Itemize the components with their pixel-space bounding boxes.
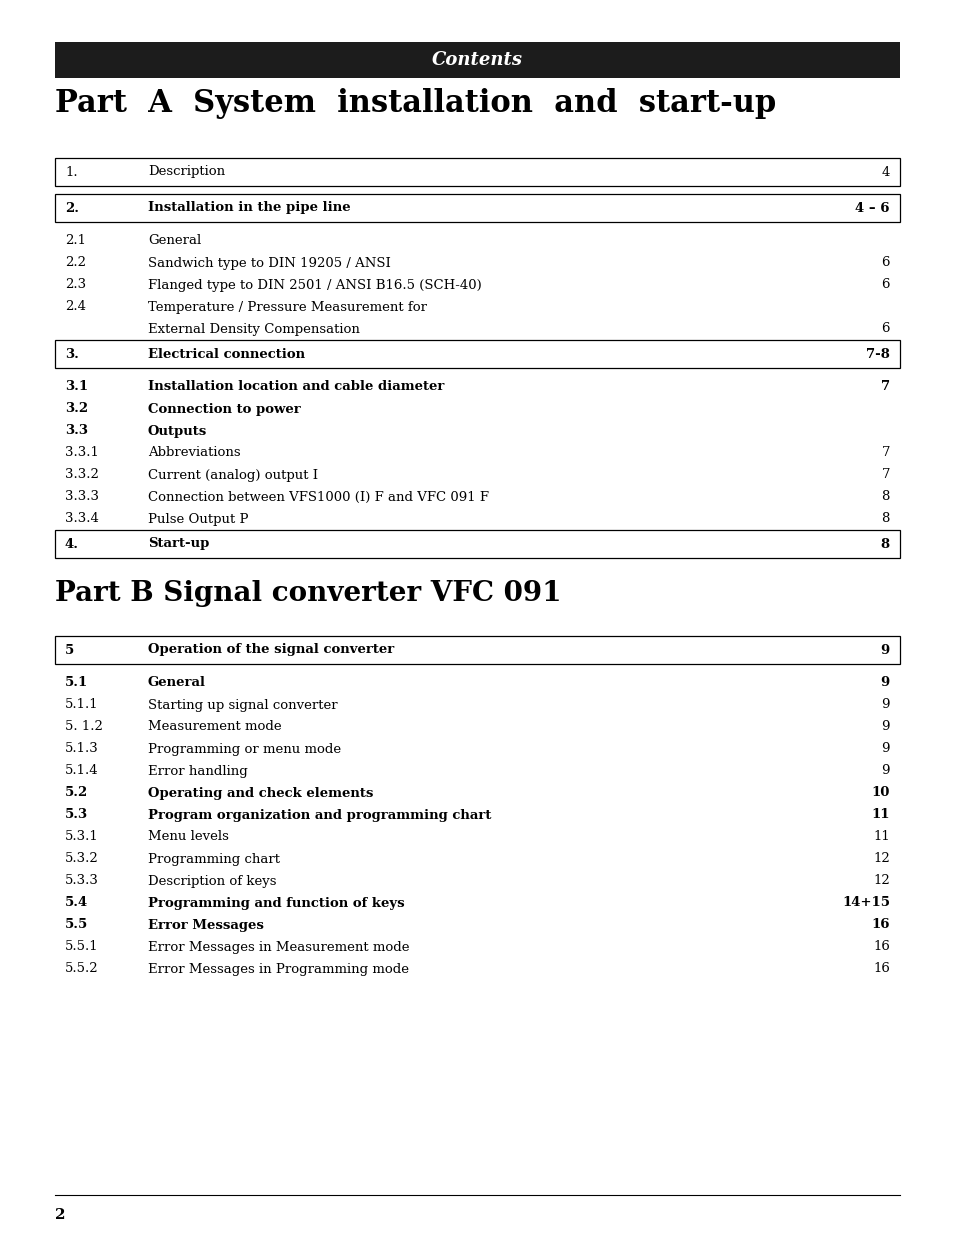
Text: 9: 9: [880, 643, 889, 657]
Text: 5.3: 5.3: [65, 809, 88, 821]
Text: Start-up: Start-up: [148, 537, 209, 551]
Text: Abbreviations: Abbreviations: [148, 447, 240, 459]
Text: Error Messages in Programming mode: Error Messages in Programming mode: [148, 962, 409, 976]
Text: 5.5.1: 5.5.1: [65, 941, 98, 953]
Text: Installation location and cable diameter: Installation location and cable diameter: [148, 380, 444, 394]
Text: 3.3.2: 3.3.2: [65, 468, 99, 482]
Text: Error handling: Error handling: [148, 764, 248, 778]
Text: Sandwich type to DIN 19205 / ANSI: Sandwich type to DIN 19205 / ANSI: [148, 257, 391, 269]
Text: 2.: 2.: [65, 201, 79, 215]
Text: 9: 9: [881, 699, 889, 711]
Text: 5.5.2: 5.5.2: [65, 962, 98, 976]
Text: 7: 7: [881, 468, 889, 482]
Text: 5.1.4: 5.1.4: [65, 764, 98, 778]
Text: Description: Description: [148, 165, 225, 179]
Text: Programming and function of keys: Programming and function of keys: [148, 897, 404, 909]
Text: 6: 6: [881, 257, 889, 269]
Text: 9: 9: [881, 764, 889, 778]
Bar: [55, 42, 899, 78]
Text: 3.3.4: 3.3.4: [65, 513, 99, 526]
Text: 16: 16: [872, 962, 889, 976]
Text: Current (analog) output I: Current (analog) output I: [148, 468, 317, 482]
Text: 7: 7: [880, 380, 889, 394]
Text: 5.1: 5.1: [65, 677, 89, 689]
Text: 3.: 3.: [65, 347, 79, 361]
Text: General: General: [148, 235, 201, 247]
Text: 3.1: 3.1: [65, 380, 88, 394]
Text: General: General: [148, 677, 206, 689]
Text: 12: 12: [872, 874, 889, 888]
Text: Outputs: Outputs: [148, 425, 207, 437]
Text: 2.4: 2.4: [65, 300, 86, 314]
Text: External Density Compensation: External Density Compensation: [148, 322, 359, 336]
Text: 4: 4: [881, 165, 889, 179]
Text: 5.3.2: 5.3.2: [65, 852, 99, 866]
Text: Error Messages in Measurement mode: Error Messages in Measurement mode: [148, 941, 409, 953]
Text: Part  A  System  installation  and  start-up: Part A System installation and start-up: [55, 88, 776, 119]
Text: 16: 16: [872, 941, 889, 953]
Text: Program organization and programming chart: Program organization and programming cha…: [148, 809, 491, 821]
Text: 6: 6: [881, 279, 889, 291]
Text: 8: 8: [881, 513, 889, 526]
Text: Installation in the pipe line: Installation in the pipe line: [148, 201, 351, 215]
Text: Menu levels: Menu levels: [148, 830, 229, 844]
Text: Flanged type to DIN 2501 / ANSI B16.5 (SCH-40): Flanged type to DIN 2501 / ANSI B16.5 (S…: [148, 279, 481, 291]
Text: 4 – 6: 4 – 6: [855, 201, 889, 215]
Bar: [55, 194, 899, 222]
Text: 11: 11: [872, 830, 889, 844]
Text: 3.3: 3.3: [65, 425, 88, 437]
Text: Programming chart: Programming chart: [148, 852, 280, 866]
Text: 9: 9: [881, 720, 889, 734]
Text: Connection between VFS1000 (I) F and VFC 091 F: Connection between VFS1000 (I) F and VFC…: [148, 490, 489, 504]
Text: 9: 9: [881, 742, 889, 756]
Text: 14+15: 14+15: [841, 897, 889, 909]
Text: 5.1.3: 5.1.3: [65, 742, 99, 756]
Text: 5.4: 5.4: [65, 897, 89, 909]
Text: Pulse Output P: Pulse Output P: [148, 513, 248, 526]
Text: Part B Signal converter VFC 091: Part B Signal converter VFC 091: [55, 580, 561, 606]
Text: 5. 1.2: 5. 1.2: [65, 720, 103, 734]
Text: 5.1.1: 5.1.1: [65, 699, 98, 711]
Text: 2.2: 2.2: [65, 257, 86, 269]
Text: 5.2: 5.2: [65, 787, 89, 799]
Text: Starting up signal converter: Starting up signal converter: [148, 699, 337, 711]
Text: 3.3.3: 3.3.3: [65, 490, 99, 504]
Text: 10: 10: [871, 787, 889, 799]
Text: 16: 16: [871, 919, 889, 931]
Text: 8: 8: [881, 490, 889, 504]
Text: 11: 11: [871, 809, 889, 821]
Text: 3.3.1: 3.3.1: [65, 447, 99, 459]
Text: 5: 5: [65, 643, 74, 657]
Text: Operation of the signal converter: Operation of the signal converter: [148, 643, 394, 657]
Text: 6: 6: [881, 322, 889, 336]
Text: 5.5: 5.5: [65, 919, 89, 931]
Text: 7: 7: [881, 447, 889, 459]
Text: 9: 9: [880, 677, 889, 689]
Bar: [55, 158, 899, 186]
Text: Connection to power: Connection to power: [148, 403, 300, 415]
Text: Error Messages: Error Messages: [148, 919, 264, 931]
Bar: [55, 340, 899, 368]
Text: Operating and check elements: Operating and check elements: [148, 787, 373, 799]
Text: 5.3.3: 5.3.3: [65, 874, 99, 888]
Text: Measurement mode: Measurement mode: [148, 720, 281, 734]
Text: Programming or menu mode: Programming or menu mode: [148, 742, 341, 756]
Bar: [55, 530, 899, 558]
Text: 7-8: 7-8: [865, 347, 889, 361]
Text: Temperature / Pressure Measurement for: Temperature / Pressure Measurement for: [148, 300, 427, 314]
Bar: [55, 636, 899, 664]
Text: 3.2: 3.2: [65, 403, 88, 415]
Text: 2: 2: [55, 1208, 66, 1221]
Text: 8: 8: [880, 537, 889, 551]
Text: Electrical connection: Electrical connection: [148, 347, 305, 361]
Text: 2.3: 2.3: [65, 279, 86, 291]
Text: 12: 12: [872, 852, 889, 866]
Text: Description of keys: Description of keys: [148, 874, 276, 888]
Text: 4.: 4.: [65, 537, 79, 551]
Text: Contents: Contents: [432, 51, 522, 69]
Text: 5.3.1: 5.3.1: [65, 830, 99, 844]
Text: 2.1: 2.1: [65, 235, 86, 247]
Text: 1.: 1.: [65, 165, 77, 179]
